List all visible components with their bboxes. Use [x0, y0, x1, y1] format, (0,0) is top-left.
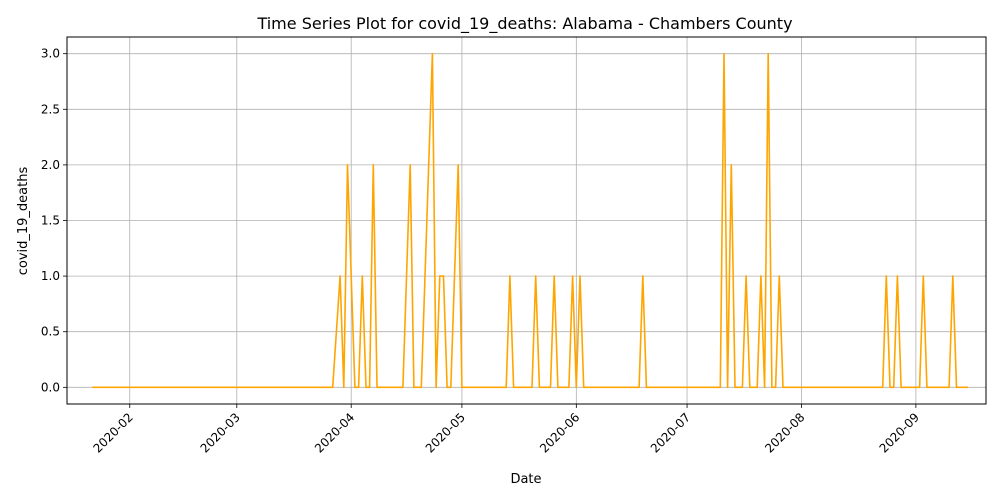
x-tick-label: 2020-03 — [198, 410, 243, 455]
data-point — [741, 386, 744, 389]
data-point — [376, 386, 378, 389]
data-point — [439, 275, 441, 277]
x-axis-label: Date — [510, 472, 541, 487]
x-tick-label: 2020-09 — [877, 410, 922, 455]
data-point — [778, 275, 781, 277]
data-point — [435, 386, 437, 389]
data-point — [354, 386, 356, 389]
data-point — [409, 164, 412, 166]
grid-lines — [67, 37, 986, 404]
data-point — [538, 386, 541, 389]
x-tick-label: 2020-04 — [312, 410, 357, 455]
data-point — [365, 386, 367, 389]
data-point — [571, 275, 574, 277]
chart-title: Time Series Plot for covid_19_deaths: Al… — [256, 14, 792, 34]
y-tick-label: 0.5 — [41, 325, 60, 339]
data-point — [885, 275, 888, 277]
data-point — [767, 52, 769, 55]
data-point — [343, 386, 345, 389]
data-point — [534, 275, 537, 277]
data-point — [549, 386, 552, 389]
data-point — [339, 275, 341, 277]
data-point — [638, 386, 640, 389]
x-tick-label: 2020-06 — [537, 410, 582, 455]
y-tick-label: 1.0 — [41, 269, 60, 283]
data-point — [553, 275, 555, 277]
data-point — [896, 275, 899, 277]
series-group — [92, 52, 969, 389]
data-point — [461, 386, 463, 389]
data-point — [331, 386, 334, 389]
x-tick-label: 2020-02 — [91, 410, 136, 455]
data-point — [782, 386, 784, 389]
data-point — [575, 386, 578, 389]
x-axis-ticks: 2020-02 2020-03 2020-04 2020-05 2020-06 2020-… — [91, 404, 922, 456]
y-tick-label: 3.0 — [41, 47, 60, 61]
data-point — [719, 386, 722, 389]
data-point — [531, 386, 533, 389]
data-point — [568, 386, 570, 389]
data-point — [402, 386, 404, 389]
y-axis-label: covid_19_deaths — [16, 167, 31, 276]
data-point — [734, 386, 736, 389]
data-point — [955, 386, 958, 389]
data-point — [892, 386, 895, 389]
data-point — [900, 386, 902, 389]
data-point — [579, 275, 581, 277]
data-point — [427, 164, 430, 166]
data-point — [918, 386, 921, 389]
data-point — [926, 386, 928, 389]
data-point — [512, 386, 515, 389]
data-point — [346, 164, 349, 166]
data-point — [431, 52, 434, 55]
data-point — [745, 275, 747, 277]
data-point — [756, 386, 758, 389]
data-point — [966, 386, 969, 389]
data-point — [726, 386, 729, 389]
data-point — [774, 386, 777, 389]
data-point — [413, 386, 415, 389]
data-point — [952, 275, 954, 277]
data-point — [760, 275, 762, 277]
data-point — [509, 275, 511, 277]
y-tick-label: 1.5 — [41, 214, 60, 228]
data-point — [881, 386, 884, 389]
data-point — [557, 386, 559, 389]
data-point — [730, 164, 733, 166]
y-tick-label: 2.5 — [41, 102, 60, 116]
data-point — [505, 386, 508, 389]
y-tick-label: 0.0 — [41, 380, 60, 394]
data-point — [372, 164, 375, 166]
data-point — [749, 386, 751, 389]
data-point — [368, 386, 371, 389]
x-tick-label: 2020-08 — [762, 410, 807, 455]
data-point — [457, 164, 460, 166]
data-point — [642, 275, 644, 277]
data-point — [763, 386, 766, 389]
x-tick-label: 2020-05 — [423, 410, 468, 455]
data-point — [450, 386, 452, 389]
y-axis-ticks: 0.0 0.5 1.0 1.5 2.0 2.5 3.0 — [41, 47, 67, 394]
data-point — [420, 386, 423, 389]
data-point — [446, 386, 448, 389]
data-point — [771, 386, 773, 389]
x-tick-label: 2020-07 — [648, 410, 693, 455]
data-point — [92, 386, 94, 389]
data-point — [357, 386, 360, 389]
data-point — [948, 386, 950, 389]
data-point — [645, 386, 648, 389]
data-point — [922, 275, 925, 277]
data-point — [723, 52, 725, 55]
data-point — [361, 275, 364, 277]
y-tick-label: 2.0 — [41, 158, 60, 172]
data-point — [889, 386, 891, 389]
data-point — [442, 275, 445, 277]
data-point — [582, 386, 585, 389]
